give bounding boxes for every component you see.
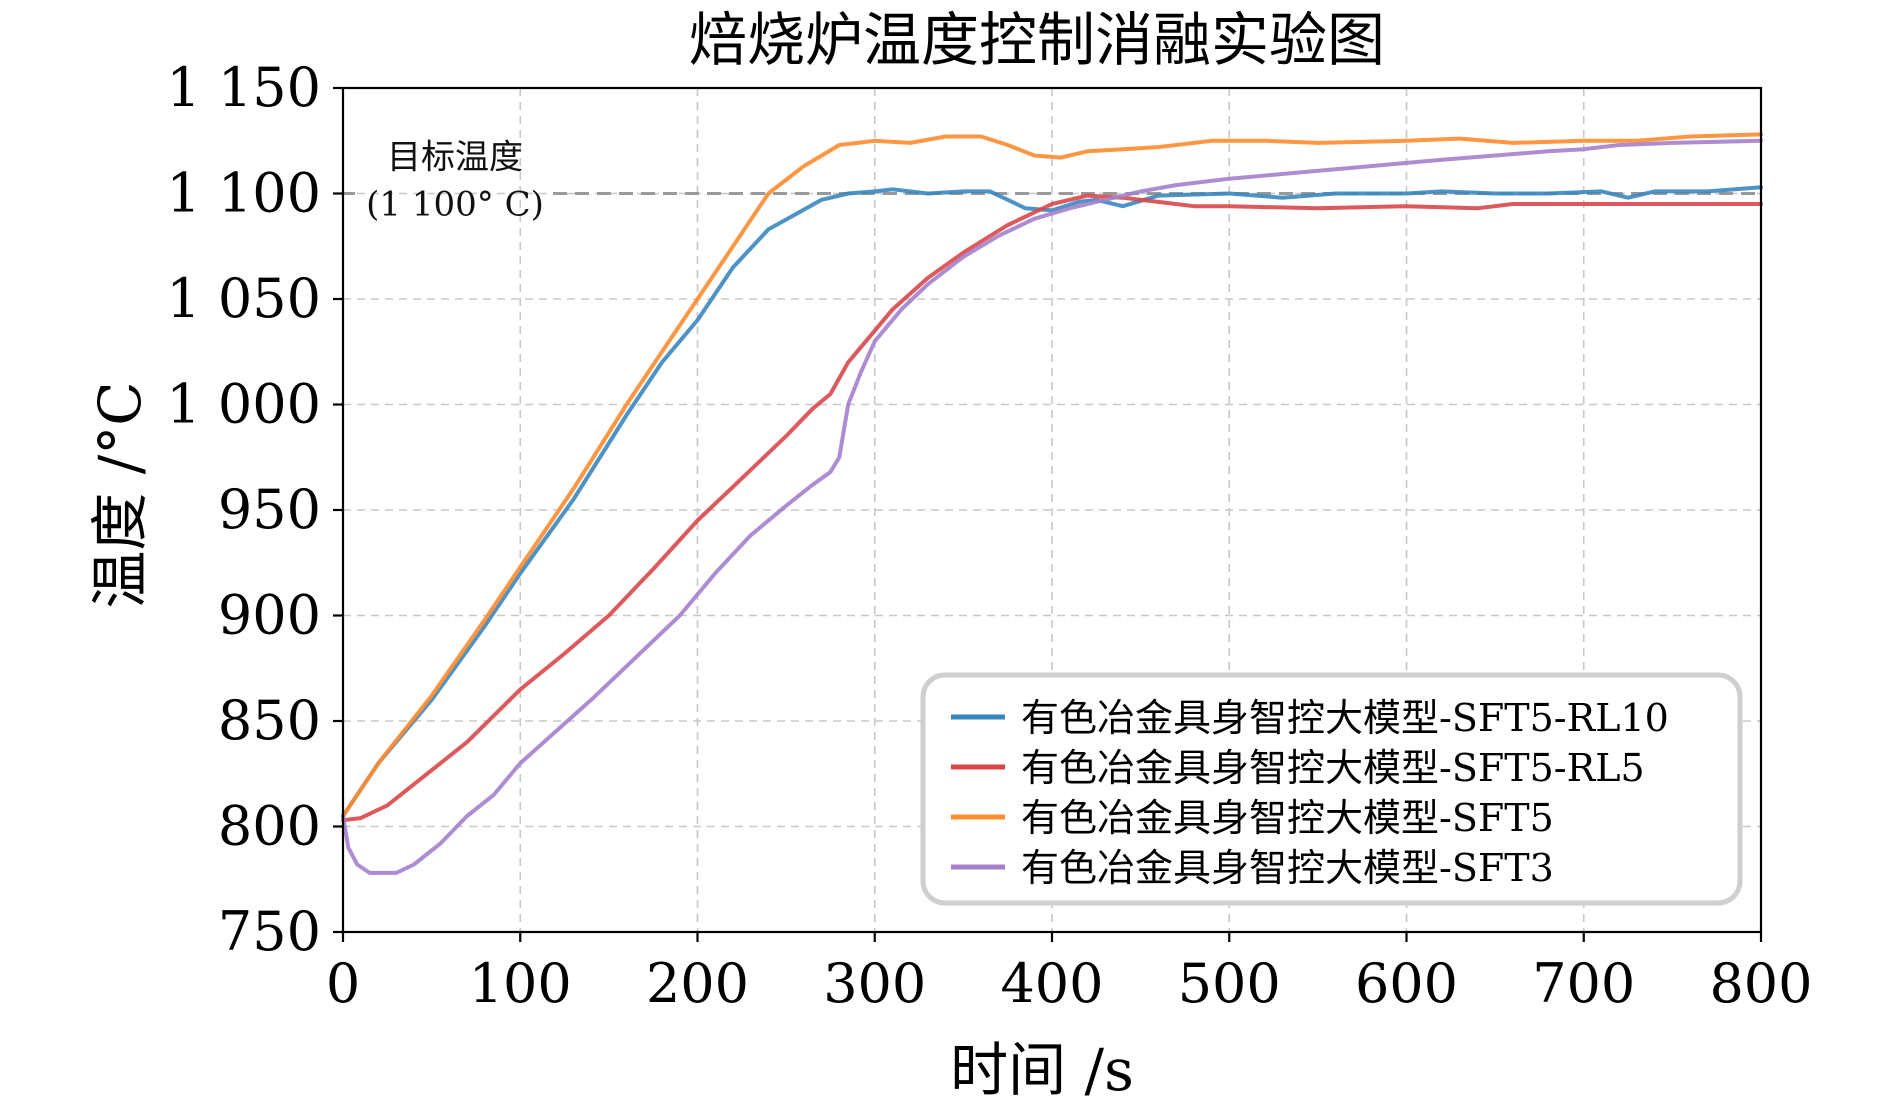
series-line-0: [341, 185, 1763, 818]
x-tick-label: 200: [646, 952, 749, 1015]
chart-title: 焙烧炉温度控制消融实验图: [689, 6, 1385, 74]
y-axis-label: 温度 /°C: [86, 381, 154, 608]
x-tick-label: 800: [1709, 952, 1812, 1015]
series-line-1: [341, 193, 1763, 823]
legend-frame: [920, 672, 1743, 906]
legend: 有色冶金具身智控大模型-SFT5-RL10 有色冶金具身智控大模型-SFT5-RL…: [920, 672, 1743, 906]
x-tick-label: 500: [1178, 952, 1281, 1015]
target-annotation-line1: 目标温度: [387, 138, 523, 178]
x-tick-label: 600: [1355, 952, 1458, 1015]
x-tick-label: 700: [1532, 952, 1635, 1015]
tick-labels: 0 100 200 300 400 500 600 700 800 750 800 850 900 950…: [166, 56, 1812, 1015]
legend-label-1: 有色冶金具身智控大模型-SFT5-RL5: [1021, 746, 1645, 790]
x-tick-label: 0: [326, 952, 360, 1015]
y-tick-label: 950: [218, 478, 321, 541]
y-tick-label: 900: [218, 584, 321, 647]
series-line-2: [341, 132, 1763, 818]
y-tick-label: 800: [218, 795, 321, 858]
legend-label-0: 有色冶金具身智控大模型-SFT5-RL10: [1021, 696, 1669, 740]
y-tick-label: 850: [218, 689, 321, 752]
legend-label-2: 有色冶金具身智控大模型-SFT5: [1021, 796, 1554, 840]
y-tick-label: 1 000: [166, 373, 321, 436]
y-tick-label: 1 050: [166, 267, 321, 330]
y-tick-label: 1 150: [166, 56, 321, 119]
series-line-3: [341, 138, 1763, 875]
x-tick-label: 100: [469, 952, 572, 1015]
x-tick-label: 300: [823, 952, 926, 1015]
legend-label-3: 有色冶金具身智控大模型-SFT3: [1021, 846, 1554, 890]
series-lines: [341, 132, 1763, 875]
target-annotation-line2: (1 100° C): [366, 185, 544, 225]
x-tick-label: 400: [1000, 952, 1103, 1015]
x-axis-label: 时间 /s: [950, 1036, 1134, 1104]
y-tick-label: 750: [218, 900, 321, 963]
target-annotation: 目标温度 (1 100° C): [366, 138, 544, 225]
y-tick-label: 1 100: [166, 162, 321, 225]
